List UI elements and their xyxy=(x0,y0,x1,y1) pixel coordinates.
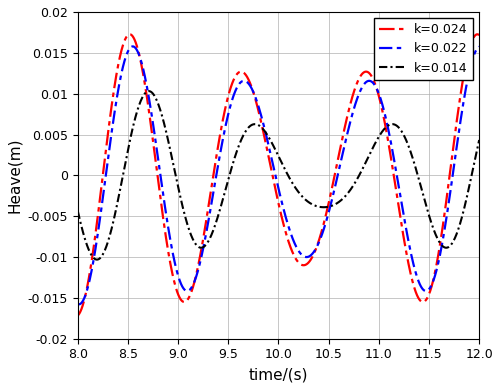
Line: k=0.024: k=0.024 xyxy=(78,34,479,315)
k=0.022 xyxy=(316,241,322,245)
k=0.024 xyxy=(228,84,234,88)
k=0.024 xyxy=(74,313,80,318)
Line: k=0.022: k=0.022 xyxy=(78,46,479,304)
k=0.024 xyxy=(374,88,380,93)
k=0.014 xyxy=(228,166,234,171)
k=0.014 xyxy=(405,142,411,147)
k=0.022 xyxy=(148,107,154,112)
k=0.022 xyxy=(130,44,136,49)
k=0.022 xyxy=(374,88,380,93)
k=0.024 xyxy=(336,152,342,157)
k=0.024 xyxy=(405,258,411,263)
X-axis label: time/(s): time/(s) xyxy=(248,367,308,382)
k=0.014 xyxy=(336,200,342,204)
k=0.022 xyxy=(405,236,411,241)
k=0.024 xyxy=(316,239,322,244)
k=0.022 xyxy=(74,302,80,307)
Y-axis label: Heave(m): Heave(m) xyxy=(7,138,22,213)
k=0.024 xyxy=(476,33,482,37)
k=0.022 xyxy=(476,44,482,49)
k=0.014 xyxy=(476,138,482,142)
k=0.014 xyxy=(148,89,154,94)
k=0.024 xyxy=(148,122,154,126)
k=0.022 xyxy=(336,167,342,172)
k=0.022 xyxy=(76,302,82,307)
k=0.014 xyxy=(374,137,380,142)
Legend: k=0.024, k=0.022, k=0.014: k=0.024, k=0.022, k=0.014 xyxy=(374,18,473,80)
k=0.014 xyxy=(316,204,322,209)
k=0.014 xyxy=(146,89,152,93)
k=0.014 xyxy=(74,209,80,213)
Line: k=0.014: k=0.014 xyxy=(78,91,479,259)
k=0.024 xyxy=(127,32,133,37)
k=0.022 xyxy=(228,100,234,105)
k=0.014 xyxy=(94,257,100,262)
